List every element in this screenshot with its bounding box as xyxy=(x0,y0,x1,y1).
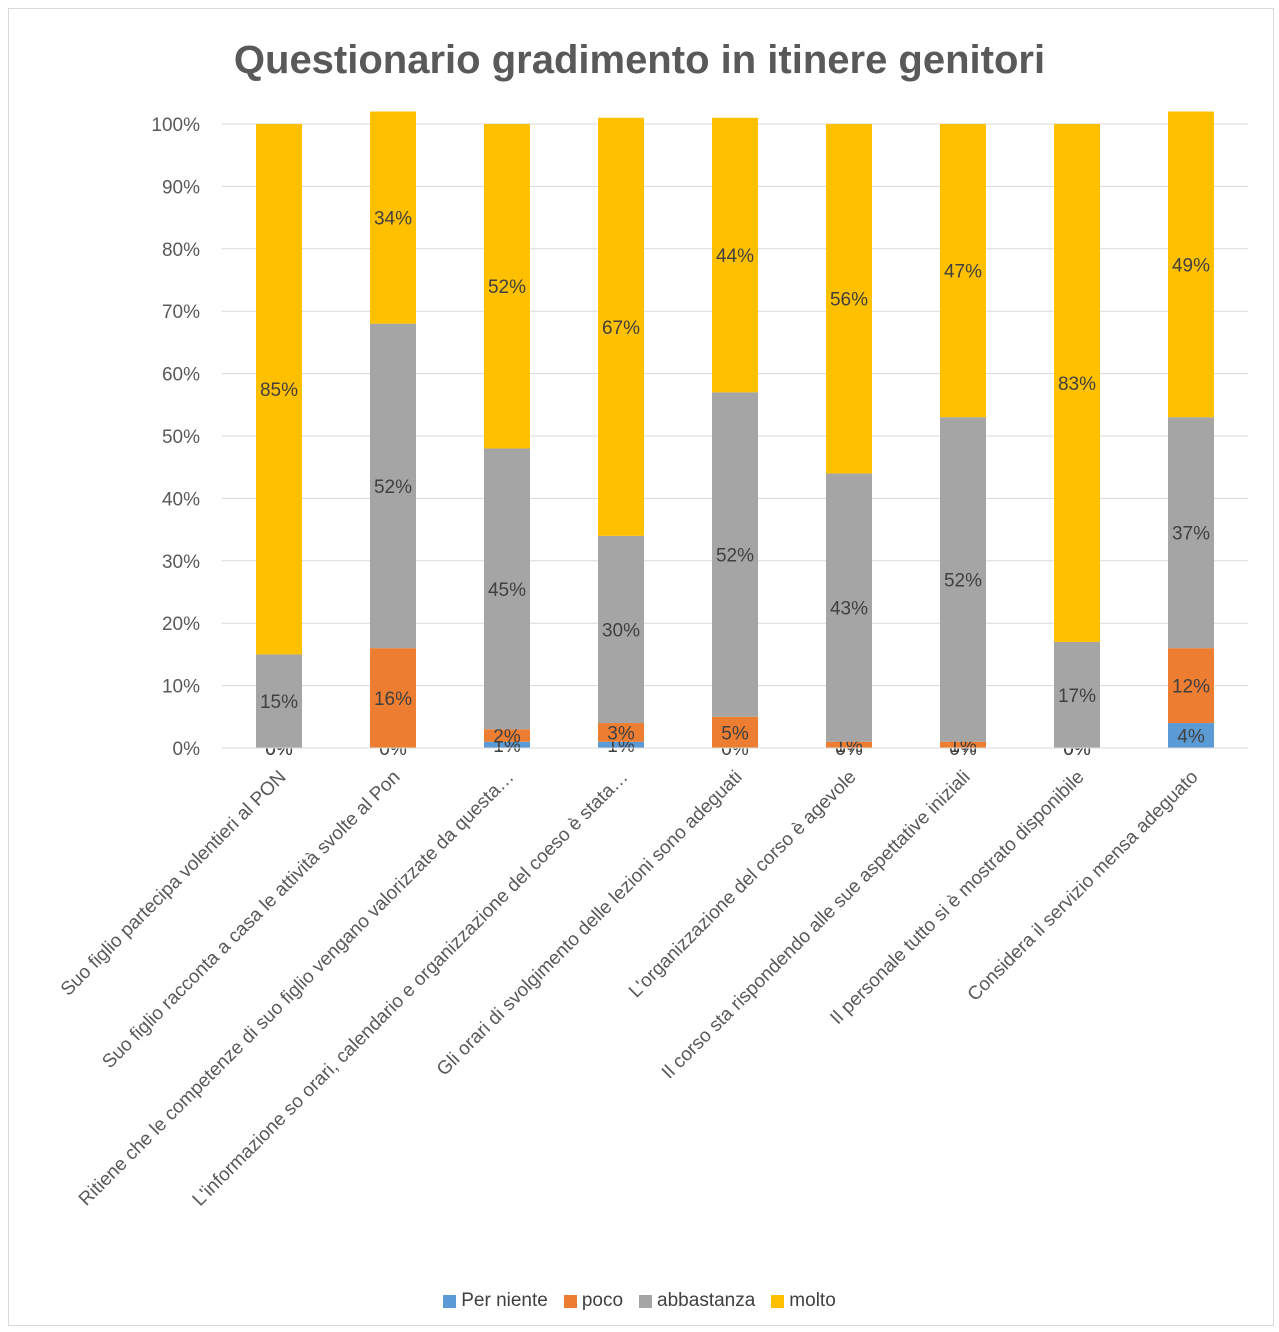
data-label: 52% xyxy=(488,277,526,298)
x-tick-label: Ritiene che le competenze di suo figlio … xyxy=(75,767,519,1211)
legend-swatch xyxy=(639,1294,653,1308)
legend-item: molto xyxy=(771,1290,836,1312)
y-tick-label: 100% xyxy=(151,115,200,136)
bar-segment xyxy=(598,741,644,748)
legend-item: poco xyxy=(563,1290,624,1312)
bar-segment xyxy=(484,124,530,449)
legend-swatch xyxy=(443,1294,457,1308)
bar-segment xyxy=(370,111,416,324)
y-tick-label: 70% xyxy=(162,302,200,323)
data-label: 3% xyxy=(607,723,635,744)
bar-segment xyxy=(256,124,302,655)
bar-segment xyxy=(826,741,872,748)
data-label: 47% xyxy=(944,262,982,283)
bar-segment xyxy=(940,741,986,748)
legend-label: molto xyxy=(789,1290,836,1311)
bar-segment xyxy=(712,117,758,393)
data-label: 37% xyxy=(1172,524,1210,545)
x-tick-label: Considera il servizio mensa adeguato xyxy=(964,767,1203,1006)
data-label: 43% xyxy=(830,599,868,620)
bar-segment xyxy=(1168,648,1214,724)
chart-title: Questionario gradimento in itinere genit… xyxy=(233,38,1046,82)
bar-segment xyxy=(1168,723,1214,748)
data-label: 52% xyxy=(944,571,982,592)
x-tick-label: Il personale tutto si è mostrato disponi… xyxy=(826,767,1088,1029)
bar-segment xyxy=(712,716,758,748)
bar-segment xyxy=(598,535,644,724)
data-label: 30% xyxy=(602,620,640,641)
y-tick-label: 0% xyxy=(173,739,201,760)
bar-segment xyxy=(370,648,416,748)
data-label: 67% xyxy=(602,318,640,339)
y-tick-label: 10% xyxy=(162,677,200,698)
data-label: 12% xyxy=(1172,677,1210,698)
bar-segment xyxy=(1054,124,1100,642)
bar-segment xyxy=(598,723,644,742)
legend-item: Per niente xyxy=(443,1290,548,1312)
y-tick-label: 20% xyxy=(162,614,200,635)
bar-segment xyxy=(484,448,530,730)
bar-segment xyxy=(826,124,872,474)
legend: Per niente poco abbastanza molto xyxy=(0,1290,1279,1312)
x-tick-label: Suo figlio partecipa volentieri al PON xyxy=(57,767,291,1001)
bar-segment xyxy=(1168,111,1214,418)
bar-segment xyxy=(940,124,986,418)
data-label: 52% xyxy=(716,546,754,567)
bar-segment xyxy=(256,654,302,748)
bar-segment xyxy=(712,392,758,717)
legend-swatch xyxy=(771,1294,785,1308)
bar-segment xyxy=(598,117,644,536)
x-tick-label: L'informazione so orari, calendario e or… xyxy=(189,767,633,1211)
bar-segment xyxy=(484,741,530,748)
bar-segment xyxy=(1168,417,1214,649)
bar-segment xyxy=(1054,641,1100,748)
data-label: 44% xyxy=(716,246,754,267)
data-label: 45% xyxy=(488,580,526,601)
bar-segment xyxy=(370,323,416,649)
y-tick-label: 30% xyxy=(162,552,200,573)
data-label: 15% xyxy=(260,692,298,713)
bar-segment xyxy=(826,473,872,742)
data-label: 34% xyxy=(374,209,412,230)
y-tick-label: 40% xyxy=(162,489,200,510)
bar-segment xyxy=(940,417,986,742)
legend-label: poco xyxy=(581,1290,624,1311)
data-label: 17% xyxy=(1058,686,1096,707)
y-tick-label: 50% xyxy=(162,427,200,448)
data-label: 4% xyxy=(1177,727,1205,748)
legend-label: Per niente xyxy=(461,1290,548,1311)
legend-swatch xyxy=(563,1294,577,1308)
data-label: 16% xyxy=(374,689,412,710)
y-tick-label: 60% xyxy=(162,365,200,386)
data-label: 52% xyxy=(374,477,412,498)
data-label: 85% xyxy=(260,380,298,401)
legend-item: abbastanza xyxy=(639,1290,755,1312)
data-label: 49% xyxy=(1172,255,1210,276)
data-label: 2% xyxy=(493,727,521,748)
bar-segment xyxy=(484,729,530,742)
data-label: 5% xyxy=(721,723,749,744)
data-label: 56% xyxy=(830,290,868,311)
x-tick-label: L'organizzazione del corso è agevole xyxy=(625,767,861,1003)
y-tick-label: 80% xyxy=(162,240,200,261)
data-label: 83% xyxy=(1058,374,1096,395)
legend-label: abbastanza xyxy=(657,1290,756,1311)
y-tick-label: 90% xyxy=(162,177,200,198)
